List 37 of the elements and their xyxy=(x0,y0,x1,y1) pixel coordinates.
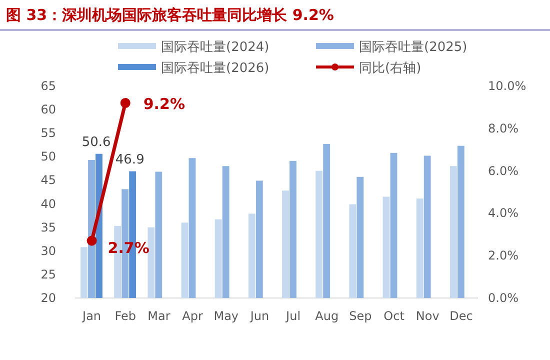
legend-label: 国际吞吐量(2024) xyxy=(161,40,270,55)
y2-tick-label: 8.0% xyxy=(488,121,518,136)
y-tick-label: 60 xyxy=(40,102,56,117)
data-label: 46.9 xyxy=(115,152,144,168)
x-tick-label: Mar xyxy=(148,309,170,323)
y-tick-label: 30 xyxy=(40,244,56,258)
y-tick-label: 45 xyxy=(40,173,56,188)
data-label: 2.7% xyxy=(108,238,150,257)
y2-tick-label: 4.0% xyxy=(488,206,518,220)
y2-tick-label: 10.0% xyxy=(488,79,526,93)
chart-title: 图 33：深圳机场国际旅客吞吐量同比增长 9.2% xyxy=(6,6,334,24)
x-tick-label: Oct xyxy=(384,309,405,323)
x-tick-label: Aug xyxy=(315,309,339,323)
x-tick-label: Feb xyxy=(114,309,136,323)
y2-tick-label: 2.0% xyxy=(488,248,518,263)
x-tick-label: Nov xyxy=(416,309,440,323)
x-tick-label: Jun xyxy=(249,309,270,323)
y2-tick-label: 6.0% xyxy=(488,164,518,178)
y-tick-label: 55 xyxy=(40,126,56,140)
y-tick-label: 65 xyxy=(40,79,56,93)
legend-label: 同比(右轴) xyxy=(359,61,422,76)
y-tick-label: 35 xyxy=(40,220,56,234)
y-tick-label: 25 xyxy=(40,267,56,282)
y-tick-label: 40 xyxy=(40,196,56,211)
legend-label: 国际吞吐量(2026) xyxy=(161,61,270,76)
y-tick-label: 50 xyxy=(40,150,56,164)
x-tick-label: Apr xyxy=(182,309,203,323)
y-tick-label: 20 xyxy=(40,291,56,305)
x-tick-label: Jul xyxy=(285,309,301,323)
data-label: 9.2% xyxy=(143,94,185,113)
x-tick-label: Jan xyxy=(82,309,102,323)
x-tick-label: May xyxy=(214,309,239,323)
data-label: 50.6 xyxy=(82,134,111,150)
legend-label: 国际吞吐量(2025) xyxy=(359,40,468,55)
y2-tick-label: 0.0% xyxy=(488,291,518,305)
x-tick-label: Dec xyxy=(450,309,473,323)
x-tick-label: Sep xyxy=(349,309,372,323)
